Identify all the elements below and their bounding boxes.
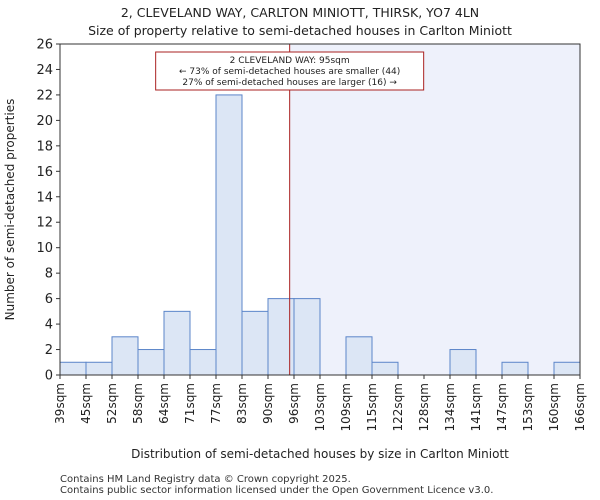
bar-52sqm	[111, 336, 139, 376]
footer-line-1: Contains HM Land Registry data © Crown c…	[60, 474, 351, 485]
y-tick-label: 16	[36, 165, 53, 180]
x-tick-label: 64sqm	[157, 383, 171, 424]
x-tick-label: 90sqm	[261, 383, 275, 424]
x-tick-label: 166sqm	[573, 383, 587, 431]
x-axis: 39sqm 45sqm 52sqm 58sqm 64sqm 71sqm 77sqm 83sqm…	[53, 375, 587, 431]
bar-96sqm	[293, 298, 321, 376]
annotation-box: 2 CLEVELAND WAY: 95sqm ← 73% of semi-det…	[155, 51, 425, 91]
x-tick-label: 141sqm	[469, 383, 483, 431]
x-tick-label: 103sqm	[313, 383, 327, 431]
x-tick-label: 71sqm	[183, 383, 197, 424]
y-tick-label: 2	[45, 343, 53, 358]
y-tick-label: 12	[36, 216, 53, 231]
x-tick-label: 122sqm	[391, 383, 405, 431]
x-tick-label: 147sqm	[495, 383, 509, 431]
larger-properties-region	[289, 44, 580, 375]
bar-58sqm	[137, 349, 165, 376]
y-tick-label: 22	[36, 88, 53, 103]
x-tick-label: 128sqm	[417, 383, 431, 431]
y-axis-label: Number of semi-detached properties	[3, 99, 17, 321]
bar-160sqm	[553, 361, 581, 376]
annotation-line-1: 2 CLEVELAND WAY: 95sqm	[230, 56, 350, 66]
annotation-line-3: 27% of semi-detached houses are larger (…	[182, 78, 397, 88]
bar-134sqm	[449, 349, 477, 376]
x-tick-label: 153sqm	[521, 383, 535, 431]
y-tick-label: 4	[45, 318, 53, 333]
y-tick-label: 14	[36, 190, 53, 205]
bar-83sqm	[241, 310, 269, 376]
x-tick-label: 115sqm	[365, 383, 379, 431]
chart-title-block: 2, CLEVELAND WAY, CARLTON MINIOTT, THIRS…	[0, 4, 600, 40]
x-tick-label: 45sqm	[79, 383, 93, 424]
y-tick-label: 24	[36, 63, 53, 78]
footer-line-2: Contains public sector information licen…	[60, 485, 494, 496]
y-tick-label: 0	[45, 369, 53, 384]
x-axis-label: Distribution of semi-detached houses by …	[131, 447, 509, 461]
bar-71sqm	[189, 349, 217, 376]
bar-45sqm	[85, 361, 113, 376]
bar-147sqm	[501, 361, 529, 376]
bar-77sqm	[215, 94, 243, 376]
y-tick-label: 8	[45, 267, 53, 282]
annotation-border	[155, 51, 425, 91]
chart-title: 2, CLEVELAND WAY, CARLTON MINIOTT, THIRS…	[120, 5, 480, 20]
bar-39sqm	[59, 361, 87, 376]
y-tick-label: 26	[36, 38, 53, 53]
footer-attribution: Contains HM Land Registry data © Crown c…	[60, 474, 493, 496]
x-tick-label: 96sqm	[287, 383, 301, 424]
x-tick-label: 109sqm	[339, 383, 353, 431]
x-tick-label: 52sqm	[105, 383, 119, 424]
x-tick-label: 77sqm	[209, 383, 223, 424]
x-tick-label: 39sqm	[53, 383, 67, 424]
x-tick-label: 58sqm	[131, 383, 145, 424]
chart-subtitle: Size of property relative to semi-detach…	[88, 23, 512, 38]
x-tick-label: 160sqm	[547, 383, 561, 431]
y-tick-label: 10	[36, 241, 53, 256]
x-tick-label: 134sqm	[443, 383, 457, 431]
y-tick-label: 6	[45, 292, 53, 307]
bar-109sqm	[345, 336, 373, 376]
bar-64sqm	[163, 310, 191, 376]
annotation-line-2: ← 73% of semi-detached houses are smalle…	[179, 67, 400, 77]
x-tick-label: 83sqm	[235, 383, 249, 424]
bar-115sqm	[371, 361, 399, 376]
y-tick-label: 18	[36, 139, 53, 154]
y-tick-label: 20	[36, 114, 53, 129]
